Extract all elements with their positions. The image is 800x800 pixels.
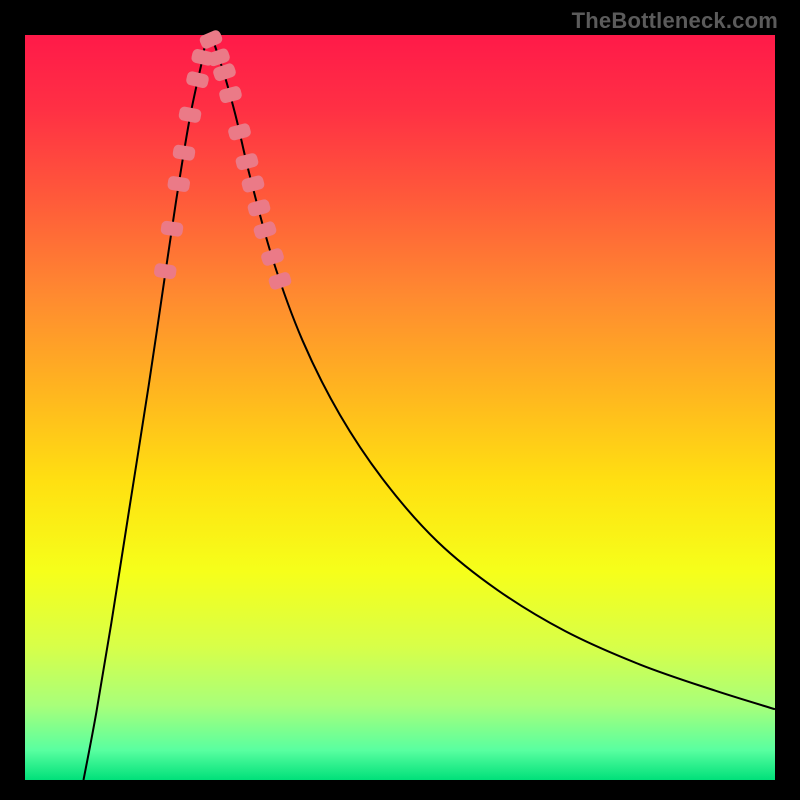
curve-marker xyxy=(241,174,266,193)
watermark-text: TheBottleneck.com xyxy=(572,8,778,34)
curve-marker xyxy=(167,175,191,192)
curve-marker xyxy=(153,263,177,280)
curve-marker xyxy=(178,106,202,124)
plot-area xyxy=(25,35,775,780)
curve-marker xyxy=(252,220,277,240)
curve-layer xyxy=(25,35,775,780)
marker-group xyxy=(153,29,292,291)
curve-marker xyxy=(198,29,224,51)
curve-marker xyxy=(227,122,252,141)
curve-marker xyxy=(235,152,260,171)
curve-marker xyxy=(172,144,196,161)
curve-marker xyxy=(247,198,272,217)
curve-marker xyxy=(260,247,285,267)
curve-marker xyxy=(160,220,184,237)
chart-frame: TheBottleneck.com xyxy=(0,0,800,800)
curve-marker xyxy=(267,271,292,291)
curve-marker xyxy=(218,85,243,104)
curve-marker xyxy=(185,70,210,89)
